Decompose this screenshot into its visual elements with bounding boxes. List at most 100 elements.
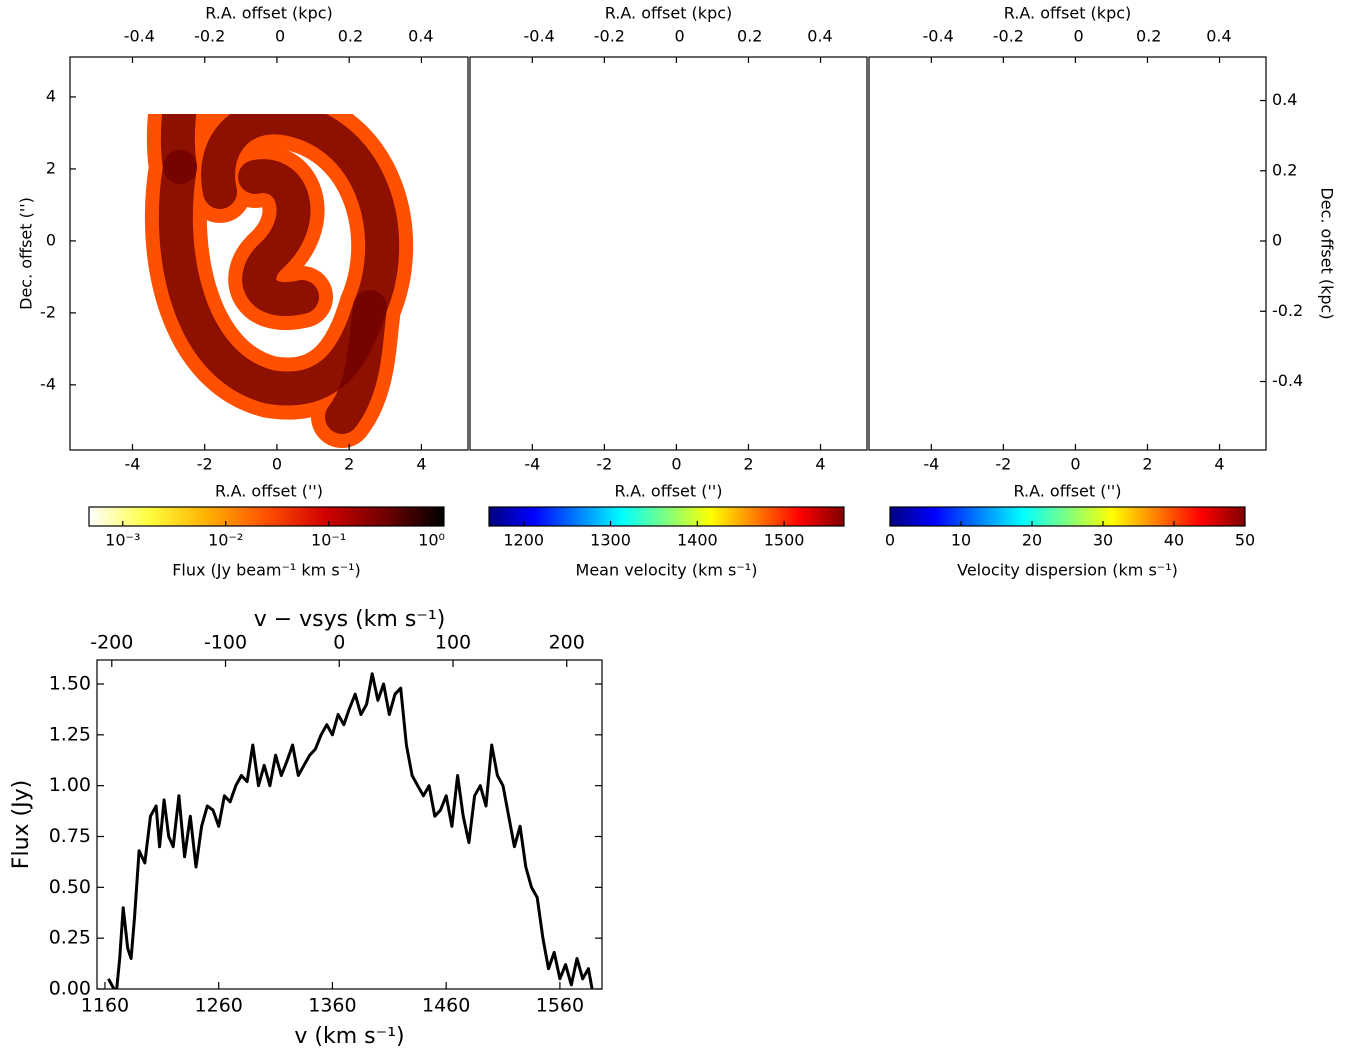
map-region (742, 307, 770, 417)
map-region (655, 176, 702, 299)
colorbar-tick-label: 20 (1022, 531, 1042, 550)
colorbar-label: Flux (Jy beam⁻¹ km s⁻¹) (172, 561, 361, 580)
y-tick-label: 0.25 (49, 927, 91, 949)
x-tick-label: 4 (416, 455, 426, 474)
map-region (977, 87, 981, 167)
top-tick-label: -0.2 (194, 27, 225, 46)
map-region (238, 159, 319, 316)
y-tick-label: 0.75 (49, 825, 91, 847)
y-tick-label: 0.00 (49, 978, 91, 1000)
colorbar-tick-label: 1500 (764, 531, 805, 550)
colorbar-tick-label: 10⁻¹ (311, 531, 346, 550)
y2-tick-label: 0.4 (1272, 90, 1297, 109)
y-tick-label: 1.25 (49, 723, 91, 745)
x-axis-label: R.A. offset ('') (215, 482, 323, 501)
map-region (325, 290, 387, 434)
top-tick-label: -0.2 (594, 27, 625, 46)
y-tick-label: 0.50 (49, 876, 91, 898)
x-tick-label: 4 (815, 455, 825, 474)
axes-frame (469, 56, 868, 451)
colorbar (889, 506, 1246, 527)
top-axis-label: v − vsys (km s⁻¹) (254, 607, 446, 632)
top-tick-label: 0.2 (1136, 27, 1161, 46)
top-tick-label: 0.4 (408, 27, 433, 46)
map-region (655, 176, 702, 299)
x-tick-label: 1560 (536, 995, 584, 1017)
top-tick-label: 0.2 (737, 27, 762, 46)
x-tick-label: 1460 (422, 995, 470, 1017)
colorbar-tick-label: 1200 (503, 531, 544, 550)
map-region (742, 307, 770, 417)
x-tick-label: -2 (596, 455, 612, 474)
map-region (1141, 307, 1169, 417)
y2-axis-label: Dec. offset (kpc) (1318, 187, 1337, 319)
beam (504, 410, 513, 418)
spectrum-line (107, 672, 594, 989)
map-region (1141, 307, 1169, 417)
y2-tick-label: 0 (1272, 231, 1282, 250)
beam (104, 410, 113, 418)
x-tick-label: 0 (1070, 455, 1080, 474)
y2-tick-label: -0.4 (1272, 371, 1303, 390)
map-image (903, 87, 1182, 418)
top-tick-label: 0.2 (338, 27, 363, 46)
top-axis-label: R.A. offset (kpc) (1004, 4, 1132, 23)
top-tick-label: -200 (90, 632, 133, 654)
top-tick-label: -0.2 (993, 27, 1024, 46)
y-axis-label: Dec. offset ('') (17, 197, 36, 310)
x-axis-label: R.A. offset ('') (614, 482, 722, 501)
colorbar-tick-label: 1400 (677, 531, 718, 550)
axes-frame (69, 56, 469, 451)
colorbar-tick-label: 10 (951, 531, 971, 550)
x-tick-label: 2 (344, 455, 354, 474)
top-tick-label: 200 (549, 632, 585, 654)
colorbar-tick-label: 1300 (590, 531, 631, 550)
colorbar (488, 506, 845, 527)
x-tick-label: 2 (1142, 455, 1152, 474)
x-tick-label: -2 (197, 455, 213, 474)
y-tick-label: -2 (40, 302, 56, 321)
top-tick-label: 0 (1073, 27, 1083, 46)
y-tick-label: 1.00 (49, 774, 91, 796)
top-tick-label: -100 (204, 632, 247, 654)
x-tick-label: 0 (671, 455, 681, 474)
map-region (1054, 176, 1101, 299)
map-image (104, 114, 414, 448)
map-region (975, 117, 1181, 388)
y-tick-label: -4 (40, 374, 56, 393)
beam (903, 410, 912, 418)
top-tick-label: -0.4 (923, 27, 954, 46)
x-axis-label: R.A. offset ('') (1013, 482, 1121, 501)
map-region (578, 87, 582, 167)
top-tick-label: 0 (333, 632, 345, 654)
colorbar-tick-label: 50 (1235, 531, 1255, 550)
top-tick-label: 0.4 (807, 27, 832, 46)
y2-tick-label: 0.2 (1272, 160, 1297, 179)
colorbar-tick-label: 10⁻² (208, 531, 243, 550)
x-tick-label: 4 (1214, 455, 1224, 474)
colorbar-tick-label: 10⁻³ (105, 531, 140, 550)
y-tick-label: 0 (46, 230, 56, 249)
colorbar-tick-label: 30 (1093, 531, 1113, 550)
map-region (578, 87, 582, 167)
x-tick-label: 2 (743, 455, 753, 474)
colorbar-tick-label: 10⁰ (418, 531, 445, 550)
x-tick-label: -2 (995, 455, 1011, 474)
y-tick-label: 4 (46, 86, 56, 105)
top-tick-label: 0.4 (1206, 27, 1231, 46)
x-tick-label: 1260 (195, 995, 243, 1017)
colorbar (88, 506, 445, 527)
y-axis-label: Flux (Jy) (9, 780, 34, 869)
top-tick-label: 100 (435, 632, 471, 654)
y-tick-label: 2 (46, 158, 56, 177)
map-region (576, 117, 782, 388)
x-tick-label: 0 (272, 455, 282, 474)
x-axis-label: v (km s⁻¹) (294, 1024, 404, 1049)
axes-frame (868, 56, 1267, 451)
colorbar-label: Mean velocity (km s⁻¹) (576, 561, 758, 580)
axes-frame (96, 659, 603, 990)
x-tick-label: -4 (125, 455, 141, 474)
x-tick-label: -4 (923, 455, 939, 474)
